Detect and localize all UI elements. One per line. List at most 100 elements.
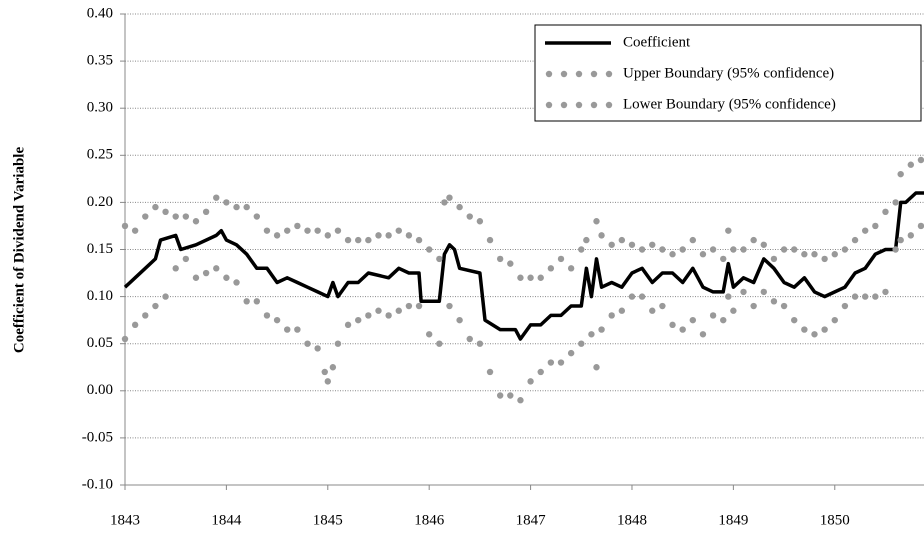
data-point [649, 307, 656, 314]
y-tick-label: -0.10 [82, 476, 113, 492]
data-point [811, 331, 818, 338]
y-tick-label: -0.05 [82, 429, 113, 445]
data-point [720, 316, 727, 324]
data-point [253, 213, 261, 220]
data-point [872, 222, 879, 230]
data-point [223, 274, 230, 281]
data-point [598, 326, 605, 333]
legend-swatch [560, 70, 568, 78]
data-point [314, 345, 321, 352]
data-point [415, 236, 423, 244]
data-point [917, 222, 924, 230]
data-point [780, 302, 788, 310]
legend-swatch [605, 101, 613, 109]
data-point [791, 316, 798, 324]
data-point [872, 293, 879, 300]
data-point [192, 218, 200, 225]
legend-swatch [575, 70, 583, 78]
data-point [618, 307, 626, 314]
data-point [375, 232, 382, 239]
data-point [263, 227, 271, 234]
data-point [486, 236, 494, 244]
data-point [436, 255, 443, 263]
legend-box [534, 24, 922, 122]
data-point [243, 203, 250, 211]
data-point [436, 340, 443, 347]
data-point [365, 236, 372, 244]
data-point [709, 312, 717, 319]
data-point [385, 232, 392, 239]
data-point [709, 246, 717, 253]
data-point [831, 316, 838, 324]
data-point [689, 316, 697, 324]
data-point [314, 227, 321, 234]
data-point [917, 156, 924, 164]
y-tick-label: 0.25 [87, 147, 113, 163]
data-point [466, 213, 473, 220]
data-point [395, 307, 402, 314]
data-point [770, 255, 778, 263]
data-point [780, 246, 788, 253]
data-point [669, 251, 676, 258]
legend-label: Coefficient [623, 34, 691, 50]
data-point [725, 293, 732, 300]
data-point [273, 232, 281, 239]
data-point [294, 326, 301, 333]
data-point [304, 340, 311, 347]
data-point [851, 236, 859, 244]
legend-label: Upper Boundary (95% confidence) [623, 65, 834, 81]
data-point [831, 251, 838, 258]
data-point [679, 326, 686, 333]
data-point [355, 236, 362, 244]
data-point [202, 208, 210, 216]
data-point [907, 161, 915, 168]
data-point [730, 246, 737, 253]
data-point [851, 293, 859, 300]
y-tick-label: 0.40 [87, 5, 113, 21]
data-point [476, 218, 484, 225]
data-point [456, 203, 463, 211]
x-tick-label: 1844 [211, 512, 242, 528]
data-point [344, 321, 352, 329]
data-point [760, 288, 767, 296]
y-tick-label: 0.10 [87, 288, 113, 304]
data-point [172, 213, 179, 220]
data-point [811, 251, 818, 258]
data-point [567, 265, 575, 272]
data-point [395, 227, 402, 234]
data-point [588, 331, 595, 338]
data-point [689, 236, 697, 244]
data-point [466, 335, 473, 343]
data-point [547, 265, 555, 272]
legend-swatch [605, 70, 613, 78]
data-point [213, 194, 220, 201]
data-point [649, 241, 656, 248]
data-point [284, 326, 291, 333]
data-point [699, 331, 707, 338]
data-point [131, 227, 139, 234]
data-point [547, 359, 555, 366]
legend-swatch [560, 101, 568, 109]
data-point [162, 293, 169, 300]
data-point [740, 246, 747, 253]
y-tick-label: 0.05 [87, 335, 113, 351]
x-tick-label: 1847 [516, 512, 547, 528]
data-point [334, 340, 342, 347]
legend-swatch [545, 70, 553, 78]
data-point [750, 236, 757, 244]
data-point [598, 232, 605, 239]
data-point [841, 302, 849, 310]
data-point [152, 302, 159, 310]
data-point [567, 349, 575, 357]
data-point [263, 312, 271, 319]
data-point [659, 302, 666, 310]
legend-swatch [590, 101, 598, 109]
data-point [324, 232, 331, 239]
data-point [243, 298, 250, 305]
legend-label: Lower Boundary (95% confidence) [623, 96, 836, 112]
data-point [557, 359, 565, 366]
data-point [882, 288, 889, 296]
data-point [496, 392, 504, 399]
